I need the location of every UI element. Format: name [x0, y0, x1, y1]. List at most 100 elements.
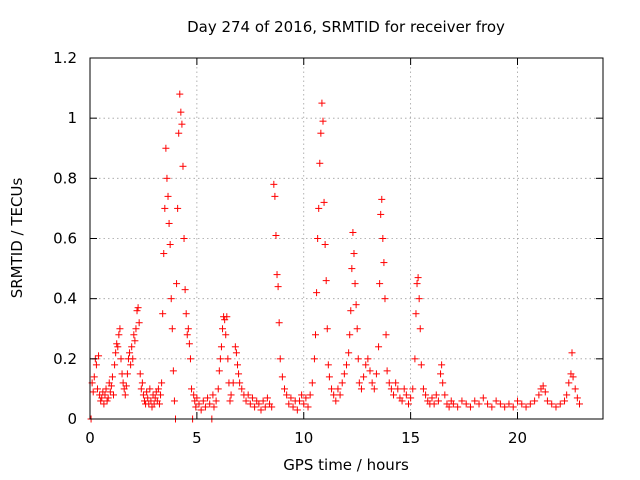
data-point [98, 394, 106, 402]
data-point [248, 394, 256, 402]
data-point [155, 400, 163, 408]
data-point [412, 310, 420, 318]
data-point [289, 403, 297, 411]
data-point [177, 108, 185, 116]
data-point [366, 367, 374, 375]
data-point [364, 355, 372, 363]
data-point [204, 394, 212, 402]
data-point [162, 144, 170, 152]
data-point [168, 325, 176, 333]
data-point [411, 355, 419, 363]
data-point [332, 397, 340, 405]
y-tick-label: 0.4 [53, 290, 77, 308]
data-point [275, 319, 283, 327]
data-point [287, 394, 295, 402]
data-point [107, 382, 115, 390]
data-point [319, 117, 327, 125]
data-point [146, 385, 154, 393]
data-point [324, 361, 332, 369]
data-point [206, 400, 214, 408]
data-point [390, 391, 398, 399]
data-point [531, 397, 539, 405]
data-point [163, 174, 171, 182]
data-point [353, 325, 361, 333]
data-point [222, 331, 230, 339]
data-point [259, 397, 267, 405]
data-point [437, 370, 445, 378]
data-point [316, 159, 324, 167]
data-point [143, 388, 151, 396]
data-point [347, 307, 355, 315]
data-point [270, 180, 278, 188]
data-point [144, 394, 152, 402]
data-point [575, 400, 583, 408]
data-point [543, 397, 551, 405]
data-point [561, 397, 569, 405]
data-point [188, 385, 196, 393]
data-point [349, 228, 357, 236]
data-point [310, 355, 318, 363]
data-point [242, 397, 250, 405]
data-point [210, 403, 218, 411]
data-point [454, 403, 462, 411]
data-point [257, 406, 265, 414]
data-point [514, 397, 521, 405]
data-point [304, 403, 312, 411]
data-point [414, 274, 422, 282]
data-point [539, 382, 547, 390]
data-point [350, 250, 358, 258]
data-point [415, 295, 423, 303]
data-point [130, 331, 138, 339]
data-point [413, 280, 421, 288]
data-point [170, 397, 178, 405]
data-point [351, 280, 359, 288]
data-point [526, 400, 534, 408]
data-point [131, 337, 139, 345]
data-point [377, 210, 385, 218]
data-point [565, 379, 573, 387]
data-point [318, 99, 326, 107]
data-point [238, 385, 246, 393]
data-point [251, 403, 259, 411]
data-point [214, 385, 222, 393]
data-point [548, 400, 556, 408]
data-point [321, 241, 329, 249]
data-point [381, 295, 389, 303]
data-point [180, 235, 188, 242]
y-tick-label: 0.2 [53, 350, 77, 368]
data-point [322, 277, 330, 285]
data-point [127, 361, 135, 369]
y-tick-label: 1.2 [53, 49, 77, 67]
data-point [569, 373, 577, 381]
y-axis-label: SRMTID / TECUs [8, 178, 26, 299]
data-point [132, 325, 140, 333]
data-point [135, 319, 143, 327]
data-point [95, 352, 103, 360]
data-point [556, 400, 564, 408]
data-point [278, 373, 286, 381]
data-point [471, 397, 479, 405]
data-point [293, 406, 301, 414]
data-point [432, 391, 440, 399]
data-point [133, 307, 141, 315]
data-point [224, 355, 232, 363]
data-point [97, 397, 105, 405]
data-point [505, 400, 513, 408]
data-point [104, 394, 112, 402]
data-point [212, 397, 220, 405]
data-point [101, 391, 109, 399]
data-point [176, 90, 184, 98]
data-point [430, 400, 438, 408]
data-point [236, 379, 244, 387]
data-point [136, 370, 144, 378]
data-point [90, 373, 98, 381]
data-point [302, 394, 310, 402]
data-point [178, 120, 186, 128]
data-point [370, 385, 378, 393]
data-point [340, 370, 348, 378]
data-point [164, 192, 172, 200]
data-point [139, 391, 147, 399]
data-point [100, 400, 108, 408]
data-point [376, 280, 384, 288]
data-point [573, 394, 581, 402]
